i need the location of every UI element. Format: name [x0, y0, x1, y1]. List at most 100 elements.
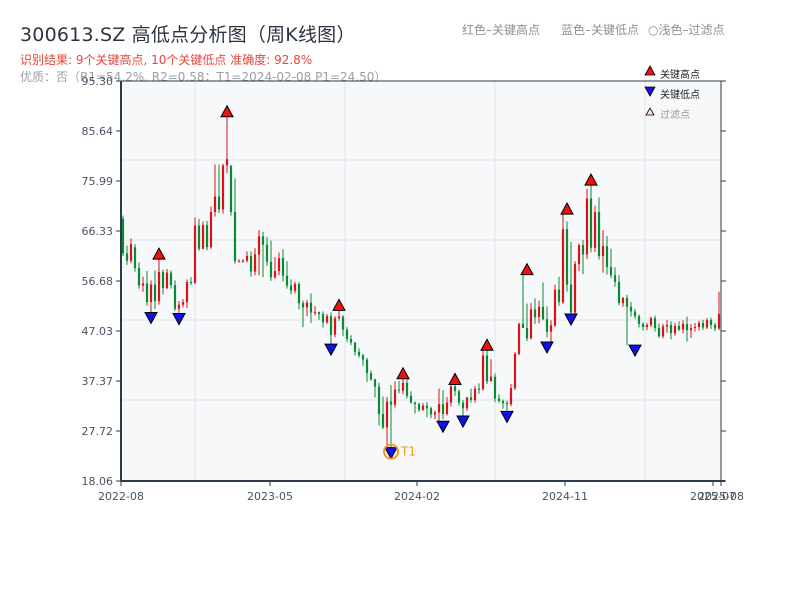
- candle-body: [573, 263, 577, 313]
- candle-body: [217, 196, 221, 210]
- candle-body: [245, 256, 249, 261]
- y-tick-label: 56.68: [82, 275, 114, 288]
- candle-body: [381, 413, 385, 428]
- candle-body: [717, 314, 721, 329]
- candle-body: [429, 408, 433, 415]
- candle-body: [705, 320, 709, 328]
- candle-body: [133, 247, 137, 268]
- candle-body: [449, 386, 453, 403]
- candle-body: [137, 267, 141, 286]
- candle-body: [189, 281, 193, 283]
- candle-body: [357, 351, 361, 356]
- candle-body: [225, 159, 229, 166]
- key-low-marker: [628, 344, 642, 358]
- candle-body: [477, 388, 481, 390]
- candle-body: [421, 405, 425, 410]
- candle-body: [145, 283, 149, 303]
- candle-body: [125, 253, 129, 261]
- candle-body: [521, 323, 525, 329]
- candle-body: [581, 245, 585, 255]
- key-high-marker: [520, 262, 534, 276]
- candle-body: [641, 323, 645, 327]
- candle-body: [541, 306, 545, 320]
- legend-item-key-low: 关键低点: [660, 90, 700, 101]
- candle-body: [441, 404, 445, 414]
- key-low-marker: [436, 420, 450, 434]
- candle-body: [697, 322, 701, 327]
- t1-label: T1: [400, 445, 416, 459]
- candle-body: [481, 355, 485, 390]
- candle-body: [373, 379, 377, 387]
- t1-ring-icon: [383, 443, 399, 460]
- candle-body: [241, 260, 245, 262]
- candle-body: [333, 318, 337, 335]
- candle-body: [205, 224, 209, 248]
- candle-body: [169, 272, 173, 286]
- candle-body: [549, 325, 553, 332]
- candle-body: [689, 328, 693, 331]
- candle-body: [685, 323, 689, 331]
- legend-note-red: 红色–关键高点: [462, 23, 541, 37]
- candle-body: [129, 244, 133, 261]
- y-tick-label: 85.64: [82, 125, 114, 138]
- candle-body: [681, 323, 685, 330]
- x-tick-label: 2024-11: [542, 490, 588, 503]
- candle-body: [161, 272, 165, 289]
- candle-body: [461, 402, 465, 409]
- candle-body: [525, 328, 529, 339]
- candle-body: [437, 404, 441, 413]
- candle-body: [289, 285, 293, 291]
- x-tick-label: 2025-07: [690, 490, 736, 503]
- candle-body: [397, 389, 401, 391]
- legend-note-light: ○浅色–过滤点: [648, 23, 725, 37]
- candle-body: [597, 212, 601, 257]
- candle-body: [265, 244, 269, 262]
- candle-body: [349, 338, 353, 343]
- candle-body: [613, 275, 617, 282]
- candle-body: [713, 324, 717, 329]
- key-low-marker: [564, 313, 578, 327]
- candle-body: [561, 229, 565, 303]
- candle-body: [185, 281, 189, 303]
- candle-body: [625, 297, 629, 307]
- candle-body: [585, 198, 589, 255]
- candle-body: [465, 397, 469, 409]
- candle-body: [317, 311, 321, 315]
- key-low-marker: [172, 313, 186, 326]
- key-low-marker: [324, 343, 338, 357]
- candle-body: [285, 275, 289, 286]
- candle-body: [557, 289, 561, 303]
- key-high-marker: [560, 202, 574, 215]
- candle-body: [669, 324, 673, 334]
- candle-body: [365, 359, 369, 374]
- candle-body: [501, 401, 505, 404]
- candle-body: [309, 302, 313, 313]
- candle-body: [657, 328, 661, 337]
- candle-body: [181, 302, 185, 305]
- candle-body: [153, 284, 157, 302]
- candle-body: [493, 376, 497, 399]
- candle-body: [693, 326, 697, 329]
- candle-body: [173, 285, 177, 309]
- legend-item-filtered: 过滤点: [660, 110, 690, 121]
- candle-body: [337, 316, 341, 319]
- candle-body: [369, 373, 373, 380]
- candle-body: [621, 297, 625, 304]
- legend-low-icon: [644, 86, 656, 97]
- candle-body: [489, 376, 493, 382]
- candle-body: [617, 281, 621, 304]
- candle-body: [413, 402, 417, 405]
- candle-body: [269, 261, 273, 278]
- legend-high-icon: [644, 65, 656, 76]
- candle-body: [637, 316, 641, 324]
- candle-body: [701, 322, 705, 328]
- candle-body: [197, 225, 201, 249]
- candle-body: [529, 309, 533, 339]
- key-low-marker: [456, 415, 470, 429]
- candle-body: [393, 389, 397, 405]
- candle-body: [405, 382, 409, 396]
- candle-body: [673, 325, 677, 334]
- candle-body: [213, 196, 217, 213]
- candle-body: [177, 304, 181, 309]
- candle-body: [545, 319, 549, 332]
